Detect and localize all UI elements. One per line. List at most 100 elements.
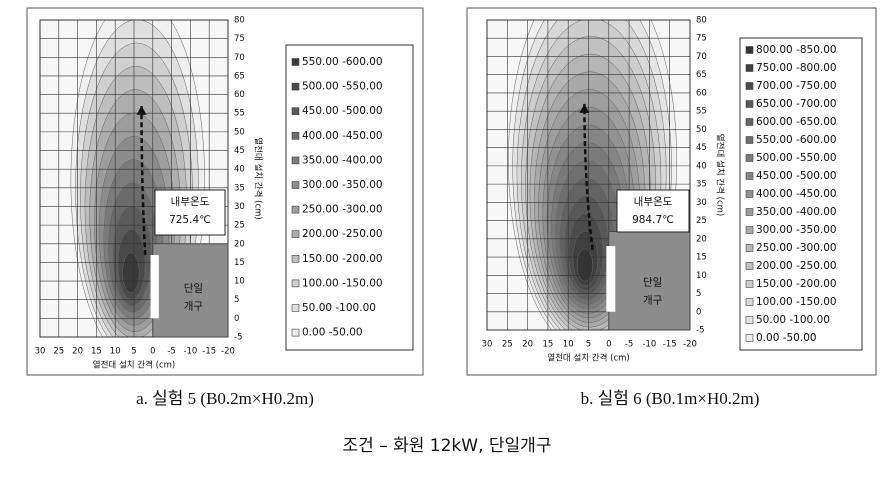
y-tick-label: -5 <box>234 333 242 343</box>
y-axis-label: 열전대 설치 간격 (cm) <box>253 137 264 219</box>
legend-label: 450.00 -500.00 <box>756 170 837 182</box>
x-tick-label: 20 <box>72 347 83 357</box>
legend-label: 800.00 -850.00 <box>756 44 837 56</box>
y-tick-label: 15 <box>696 253 707 263</box>
legend-swatch <box>745 46 754 54</box>
y-tick-label: 45 <box>696 143 707 153</box>
y-tick-label: 65 <box>696 70 707 80</box>
y-tick-label: 70 <box>696 52 707 62</box>
y-tick-label: 10 <box>696 271 707 281</box>
legend-label: 700.00 -750.00 <box>756 80 837 92</box>
y-tick-label: 20 <box>234 239 245 249</box>
y-tick-label: 30 <box>696 198 707 208</box>
footer: 조건 – 화원 12kW, 단일개구 <box>343 436 552 456</box>
x-axis-label: 열전대 설치 간격 (cm) <box>547 353 629 364</box>
legend-swatch <box>291 156 300 165</box>
legend-swatch <box>291 107 300 115</box>
legend-swatch <box>291 304 300 312</box>
legend-swatch <box>291 58 300 66</box>
opening <box>606 246 616 312</box>
x-tick-label: -10 <box>642 340 656 350</box>
legend-swatch <box>745 226 754 234</box>
legend-swatch <box>745 136 754 144</box>
x-tick-label: 5 <box>586 340 591 350</box>
annotation-text: 내부온도 <box>634 196 673 208</box>
legend-label: 500.00 -550.00 <box>756 152 837 164</box>
x-tick-label: -15 <box>663 340 677 350</box>
opening-label: 단일 <box>643 276 662 289</box>
legend-swatch <box>745 82 754 90</box>
x-tick-label: 15 <box>542 340 553 350</box>
y-tick-label: -5 <box>696 326 704 336</box>
legend-label: 0.00 -50.00 <box>756 332 817 344</box>
annotation-text: 984.7℃ <box>632 214 674 226</box>
y-tick-label: 30 <box>234 202 245 212</box>
legend-label: 0.00 -50.00 <box>302 327 363 339</box>
y-tick-label: 50 <box>234 127 245 137</box>
annotation-text: 내부온도 <box>171 196 210 208</box>
opening-label: 단일 <box>184 282 203 295</box>
legend-swatch <box>745 100 754 108</box>
y-tick-label: 80 <box>696 16 707 26</box>
y-tick-label: 0 <box>696 307 701 317</box>
caption: b. 실험 6 (B0.1m×H0.2m) <box>581 389 760 408</box>
x-tick-label: 20 <box>522 340 533 350</box>
y-tick-label: 65 <box>234 71 245 81</box>
x-axis-label: 열전대 설치 간격 (cm) <box>93 360 175 371</box>
contour-band <box>122 252 140 293</box>
y-tick-label: 5 <box>696 289 701 299</box>
y-tick-label: 35 <box>234 183 245 193</box>
legend-label: 550.00 -600.00 <box>302 56 383 68</box>
y-tick-label: 0 <box>234 314 239 324</box>
opening-label: 개구 <box>643 295 663 307</box>
legend-swatch <box>291 205 300 214</box>
annotation-box <box>154 189 226 236</box>
legend-swatch <box>745 118 754 126</box>
legend-box <box>285 44 414 351</box>
legend-label: 600.00 -650.00 <box>756 116 837 128</box>
flow-arrow <box>140 105 147 256</box>
y-tick-label: 40 <box>696 161 707 171</box>
legend-swatch <box>745 208 754 216</box>
legend-label: 150.00 -200.00 <box>302 253 383 265</box>
flow-arrow <box>583 103 594 250</box>
legend-label: 150.00 -200.00 <box>756 278 837 290</box>
x-tick-label: 25 <box>53 347 64 357</box>
x-tick-label: 10 <box>110 347 121 357</box>
legend-label: 200.00 -250.00 <box>756 260 837 272</box>
arrow-head <box>579 103 590 113</box>
legend-label: 550.00 -600.00 <box>756 134 837 146</box>
legend-label: 650.00 -700.00 <box>756 98 837 110</box>
y-tick-label: 20 <box>696 234 707 244</box>
legend-label: 400.00 -450.00 <box>756 188 837 200</box>
annotation-text: 725.4℃ <box>169 214 211 226</box>
legend-swatch <box>745 154 754 162</box>
y-tick-label: 75 <box>234 34 245 44</box>
y-axis-label: 열전대 설치 간격 (cm) <box>715 134 726 216</box>
legend-label: 400.00 -450.00 <box>302 130 383 142</box>
opening <box>150 254 159 319</box>
x-tick-label: -20 <box>683 340 697 350</box>
legend-label: 250.00 -300.00 <box>302 204 383 216</box>
x-tick-label: -20 <box>221 347 235 357</box>
legend-label: 300.00 -350.00 <box>756 224 837 236</box>
y-tick-label: 25 <box>234 221 245 231</box>
annotation-box <box>616 189 690 233</box>
legend-label: 300.00 -350.00 <box>302 179 383 191</box>
legend-swatch <box>745 262 754 270</box>
y-tick-label: 35 <box>696 180 707 190</box>
legend-label: 50.00 -100.00 <box>302 302 376 314</box>
y-tick-label: 70 <box>234 53 245 63</box>
opening-label: 개구 <box>184 301 204 313</box>
x-tick-label: 0 <box>606 340 611 350</box>
legend-swatch <box>745 280 754 288</box>
contour-band <box>576 248 593 282</box>
legend-swatch <box>745 172 754 180</box>
y-tick-label: 50 <box>696 125 707 135</box>
y-tick-label: 40 <box>234 165 245 175</box>
legend-swatch <box>291 255 300 263</box>
legend-swatch <box>291 230 300 238</box>
legend-label: 250.00 -300.00 <box>756 242 837 254</box>
legend-label: 100.00 -150.00 <box>302 277 383 289</box>
x-tick-label: 30 <box>482 340 493 350</box>
